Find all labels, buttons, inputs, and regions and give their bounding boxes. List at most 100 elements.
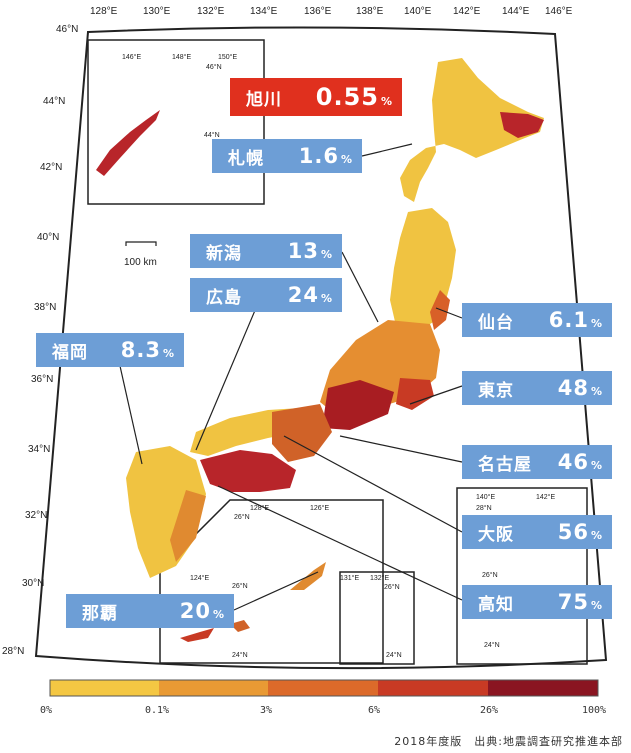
inset-se-coordinate-label: 24°N: [484, 642, 500, 649]
inset-nw-coordinate-label: 44°N: [204, 132, 220, 139]
probability-unit: %: [590, 385, 602, 398]
latitude-label: 38°N: [34, 302, 57, 313]
probability-value-group: 56%: [558, 520, 602, 544]
city-name: 仙台: [478, 312, 514, 333]
legend-tick-label: 6%: [368, 705, 381, 716]
region-kinki: [272, 404, 332, 462]
leader-line-hiroshima: [195, 307, 257, 451]
probability-value-group: 24%: [288, 283, 332, 307]
inset-box-ogasawara-islands: [456, 487, 588, 665]
probability-unit: %: [590, 529, 602, 542]
probability-unit: %: [590, 317, 602, 330]
city-label: 那覇 20%: [66, 594, 234, 628]
legend-segment: [488, 680, 598, 696]
probability-unit: %: [162, 347, 174, 360]
legend-colorbar: [50, 680, 598, 696]
probability-value: 48: [557, 376, 589, 400]
longitude-label: 132°E: [197, 6, 225, 17]
city-label: 東京 48%: [462, 371, 612, 405]
legend-outline: [49, 679, 599, 697]
probability-value-group: 8.3%: [121, 338, 174, 362]
region-tokai: [322, 380, 394, 430]
probability-value-group: 6.1%: [549, 308, 602, 332]
probability-unit: %: [320, 248, 332, 261]
inset-se-coordinate-label: 28°N: [476, 505, 492, 512]
legend-tick-label: 26%: [480, 705, 499, 716]
inset-mid-coordinate-label: 24°N: [386, 652, 402, 659]
city-name: 東京: [478, 380, 514, 401]
inset-box-southwest-islands: [159, 499, 384, 664]
leader-line-sendai: [435, 307, 463, 319]
inset-box-northeast-islands: [87, 39, 265, 205]
probability-value: 46: [557, 450, 589, 474]
latitude-label: 36°N: [31, 374, 54, 385]
longitude-label: 142°E: [453, 6, 481, 17]
latitude-label: 30°N: [22, 578, 45, 589]
inset-mid-coordinate-label: 132°E: [370, 575, 390, 582]
city-name: 那覇: [82, 603, 118, 624]
longitude-label: 140°E: [404, 6, 432, 17]
probability-unit: %: [212, 608, 224, 621]
city-name: 高知: [478, 594, 514, 615]
probability-value-group: 1.6%: [299, 144, 352, 168]
region-hokkaido: [400, 58, 544, 202]
probability-value-group: 0.55%: [316, 83, 392, 111]
inset-se-coordinate-label: 140°E: [476, 494, 496, 501]
inset-sw-coordinate-label: 26°N: [232, 583, 248, 590]
probability-value: 24: [287, 283, 319, 307]
legend-tick-label: 0%: [40, 705, 53, 716]
probability-unit: %: [380, 95, 392, 108]
inset-islands-sakishima: [180, 628, 214, 642]
city-label: 広島 24%: [190, 278, 342, 312]
latitude-label: 42°N: [40, 162, 63, 173]
longitude-label: 138°E: [356, 6, 384, 17]
scale-bar: [125, 241, 157, 246]
inset-sw-coordinate-label: 128°E: [250, 505, 270, 512]
city-name: 新潟: [206, 243, 242, 264]
probability-unit: %: [320, 292, 332, 305]
longitude-label: 130°E: [143, 6, 171, 17]
probability-value-group: 48%: [558, 376, 602, 400]
probability-value-group: 46%: [558, 450, 602, 474]
longitude-label: 134°E: [250, 6, 278, 17]
probability-unit: %: [590, 459, 602, 472]
region-shikoku: [200, 450, 296, 492]
leader-line-osaka: [283, 435, 463, 533]
city-label: 旭川 0.55%: [230, 78, 402, 116]
probability-value-group: 13%: [288, 239, 332, 263]
legend-segment: [268, 680, 378, 696]
city-name: 福岡: [52, 342, 88, 363]
probability-value-group: 20%: [180, 599, 224, 623]
leader-line-niigata: [341, 251, 379, 323]
city-label: 高知 75%: [462, 585, 612, 619]
city-label: 大阪 56%: [462, 515, 612, 549]
latitude-label: 28°N: [2, 646, 25, 657]
latitude-label: 32°N: [25, 510, 48, 521]
city-label: 名古屋 46%: [462, 445, 612, 479]
leader-line-sapporo: [361, 143, 413, 157]
inset-islands-kuril: [96, 110, 160, 176]
probability-value-group: 75%: [558, 590, 602, 614]
leader-line-fukuoka: [119, 365, 143, 465]
region-hokkaido-east: [500, 112, 544, 138]
leader-line-tokyo: [409, 385, 463, 405]
probability-value: 1.6: [298, 144, 339, 168]
inset-sw-coordinate-label: 126°E: [310, 505, 330, 512]
probability-value: 56: [557, 520, 589, 544]
city-name: 広島: [206, 287, 242, 308]
city-name: 大阪: [478, 524, 514, 545]
city-name: 名古屋: [478, 454, 532, 475]
inset-nw-coordinate-label: 148°E: [172, 54, 192, 61]
probability-unit: %: [590, 599, 602, 612]
city-label: 札幌 1.6%: [212, 139, 362, 173]
longitude-label: 144°E: [502, 6, 530, 17]
inset-sw-coordinate-label: 124°E: [190, 575, 210, 582]
city-label: 福岡 8.3%: [36, 333, 184, 367]
legend-tick-label: 100%: [582, 705, 607, 716]
probability-value: 8.3: [120, 338, 161, 362]
legend-tick-label: 0.1%: [145, 705, 170, 716]
latitude-label: 44°N: [43, 96, 66, 107]
legend-segment: [50, 680, 159, 696]
probability-value: 6.1: [548, 308, 589, 332]
